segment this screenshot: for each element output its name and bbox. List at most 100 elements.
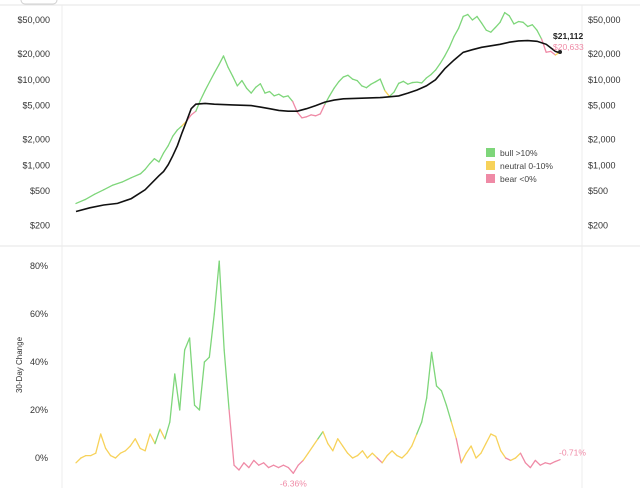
- price-segment: [213, 64, 220, 74]
- price-segment: [434, 62, 441, 71]
- change-segment: [277, 464, 285, 469]
- change-segment: [233, 464, 240, 471]
- price-segment: [176, 125, 183, 131]
- legend-swatch-bear: [486, 174, 495, 183]
- price-segment: [227, 66, 234, 77]
- change-segment: [430, 351, 438, 387]
- price-segment: [504, 11, 510, 17]
- change-panel: 0% 20% 40% 60% 80% -6.36% -0.71%: [30, 260, 586, 488]
- change-segment: [154, 428, 161, 445]
- price-segment: [384, 89, 391, 98]
- legend-swatch-bull: [486, 148, 495, 157]
- price-segment: [84, 193, 96, 201]
- change-segment: [198, 361, 206, 411]
- change-segment: [104, 447, 112, 457]
- change-segment: [312, 438, 319, 447]
- change-tick: 0%: [35, 453, 48, 463]
- price-tick-right: $1,000: [588, 160, 616, 170]
- price-tick-left: $10,000: [17, 75, 50, 85]
- change-segment: [366, 452, 373, 459]
- price-panel: $200 $200 $500 $500 $1,000 $1,000 $2,000 $2,000…: [17, 11, 621, 230]
- change-segment: [391, 450, 398, 457]
- price-segment: [402, 80, 409, 85]
- change-segment: [475, 452, 482, 459]
- price-segment: [232, 75, 238, 87]
- change-tick: 60%: [30, 309, 48, 319]
- price-segment: [75, 198, 86, 205]
- price-segment: [370, 81, 377, 85]
- change-segment: [480, 442, 487, 454]
- change-segment: [490, 433, 497, 438]
- change-segment: [371, 452, 378, 459]
- price-segment: [393, 82, 400, 93]
- change-segment: [544, 462, 551, 465]
- price-tick-left: $50,000: [17, 15, 50, 25]
- change-segment: [386, 450, 393, 457]
- price-segment: [324, 95, 331, 105]
- change-segment: [174, 373, 181, 411]
- price-segment: [199, 89, 206, 101]
- price-segment: [144, 162, 151, 171]
- price-segment: [347, 74, 354, 80]
- change-segment: [485, 433, 492, 445]
- price-segment: [457, 15, 464, 29]
- change-segment: [213, 260, 220, 315]
- change-segment: [292, 464, 299, 474]
- price-segment: [416, 81, 423, 84]
- price-segment: [259, 83, 266, 94]
- price-tick-right: $20,000: [588, 49, 621, 59]
- price-segment: [158, 152, 165, 163]
- change-segment: [317, 430, 324, 440]
- price-segment: [130, 173, 142, 179]
- price-segment: [245, 87, 252, 94]
- change-segment: [524, 462, 532, 469]
- change-segment: [411, 433, 418, 447]
- change-segment: [361, 450, 369, 459]
- price-segment: [480, 22, 487, 31]
- price-segment: [430, 69, 437, 76]
- price-tick-left: $200: [30, 220, 50, 230]
- legend-label-neutral: neutral 0-10%: [500, 161, 553, 171]
- price-segment: [448, 35, 455, 48]
- price-segment: [453, 27, 460, 38]
- price-segment: [296, 111, 303, 119]
- price-segment: [444, 46, 451, 57]
- price-end-dot: [558, 50, 562, 55]
- price-segment: [338, 76, 345, 83]
- change-segment: [396, 454, 403, 459]
- price-segment: [328, 87, 335, 97]
- change-segment: [159, 428, 166, 440]
- price-segment: [333, 81, 340, 89]
- price-segment: [103, 184, 114, 191]
- change-segment: [100, 433, 107, 450]
- price-segment: [291, 100, 298, 113]
- change-segment: [549, 460, 556, 465]
- price-segment: [172, 129, 179, 137]
- price-segment: [425, 73, 432, 79]
- change-segment: [426, 351, 433, 399]
- price-segment: [517, 20, 524, 23]
- price-segment: [351, 78, 358, 82]
- price-segment: [209, 72, 215, 83]
- change-segment: [169, 373, 176, 423]
- change-segment: [149, 433, 156, 445]
- change-segment: [455, 438, 462, 464]
- change-segment: [470, 445, 477, 459]
- change-segment: [144, 433, 151, 452]
- price-segment: [204, 81, 211, 92]
- change-segment: [514, 452, 522, 459]
- price-segment: [550, 50, 557, 56]
- change-segment: [164, 421, 171, 440]
- change-segment: [351, 454, 359, 459]
- price-segment: [374, 78, 381, 83]
- price-segment: [485, 29, 492, 33]
- price-segment: [540, 38, 547, 53]
- price-segment: [531, 24, 538, 31]
- price-segment: [301, 116, 308, 119]
- change-segment: [193, 404, 201, 411]
- price-tick-right: $50,000: [588, 15, 621, 25]
- change-segment: [184, 337, 191, 351]
- price-segment: [305, 114, 312, 118]
- price-segment: [319, 103, 326, 115]
- change-segment: [435, 385, 443, 392]
